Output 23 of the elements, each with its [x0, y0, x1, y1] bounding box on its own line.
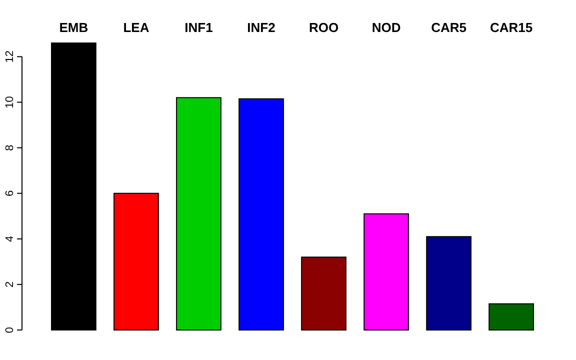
bar — [301, 256, 346, 330]
y-tick-label: 10 — [4, 96, 16, 108]
y-tick-label: 12 — [4, 50, 16, 63]
x-tick-label: INF1 — [184, 20, 213, 35]
y-tick-label: 0 — [4, 326, 16, 334]
bar — [488, 303, 534, 330]
bar — [51, 42, 96, 330]
y-tick-label: 6 — [4, 190, 16, 196]
bar — [426, 236, 472, 330]
y-tick-label: 2 — [4, 281, 16, 288]
bar — [238, 98, 284, 330]
x-tick-label: ROO — [308, 20, 339, 35]
x-tick-label: INF2 — [247, 20, 276, 35]
bar — [114, 192, 159, 330]
x-tick-label: CAR5 — [431, 20, 466, 35]
bar — [364, 213, 409, 330]
x-tick-label: CAR15 — [490, 20, 533, 35]
bar — [176, 97, 222, 330]
x-tick-label: LEA — [123, 20, 150, 35]
x-tick-label: NOD — [372, 20, 401, 35]
y-tick-label: 4 — [4, 236, 16, 242]
y-tick-label: 8 — [4, 144, 16, 151]
x-tick-label: EMB — [59, 20, 88, 35]
